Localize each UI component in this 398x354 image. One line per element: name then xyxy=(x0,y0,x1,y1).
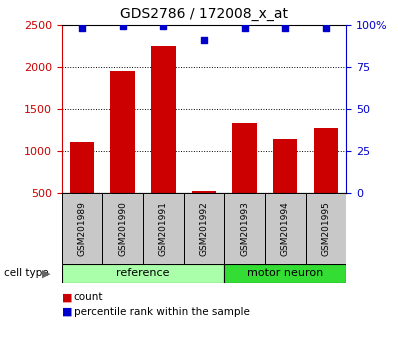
Text: percentile rank within the sample: percentile rank within the sample xyxy=(74,307,250,316)
Text: reference: reference xyxy=(116,268,170,279)
Point xyxy=(242,25,248,31)
Point xyxy=(323,25,329,31)
Bar xyxy=(183,193,224,264)
Bar xyxy=(151,46,176,193)
Point xyxy=(282,25,289,31)
Bar xyxy=(143,193,183,264)
Bar xyxy=(224,193,265,264)
Bar xyxy=(62,193,102,264)
Text: GSM201994: GSM201994 xyxy=(281,201,290,256)
Text: ■: ■ xyxy=(62,307,72,316)
Bar xyxy=(232,123,257,193)
Text: count: count xyxy=(74,292,103,302)
Bar xyxy=(273,139,297,193)
Bar xyxy=(70,143,94,193)
Text: ■: ■ xyxy=(62,292,72,302)
Text: GSM201989: GSM201989 xyxy=(78,201,86,256)
Bar xyxy=(224,264,346,283)
Point xyxy=(119,24,126,29)
Text: cell type: cell type xyxy=(4,268,49,279)
Bar xyxy=(102,193,143,264)
Text: GSM201995: GSM201995 xyxy=(322,201,330,256)
Bar xyxy=(306,193,346,264)
Text: GSM201990: GSM201990 xyxy=(118,201,127,256)
Text: GSM201993: GSM201993 xyxy=(240,201,249,256)
Bar xyxy=(265,193,306,264)
Point xyxy=(160,24,166,29)
Text: motor neuron: motor neuron xyxy=(247,268,324,279)
Text: GSM201991: GSM201991 xyxy=(159,201,168,256)
Point xyxy=(201,37,207,43)
Point xyxy=(79,25,85,31)
Title: GDS2786 / 172008_x_at: GDS2786 / 172008_x_at xyxy=(120,7,288,21)
Bar xyxy=(111,71,135,193)
Bar xyxy=(192,191,216,193)
Text: GSM201992: GSM201992 xyxy=(199,201,209,256)
Bar xyxy=(62,264,224,283)
Bar xyxy=(314,128,338,193)
Text: ▶: ▶ xyxy=(41,268,50,279)
